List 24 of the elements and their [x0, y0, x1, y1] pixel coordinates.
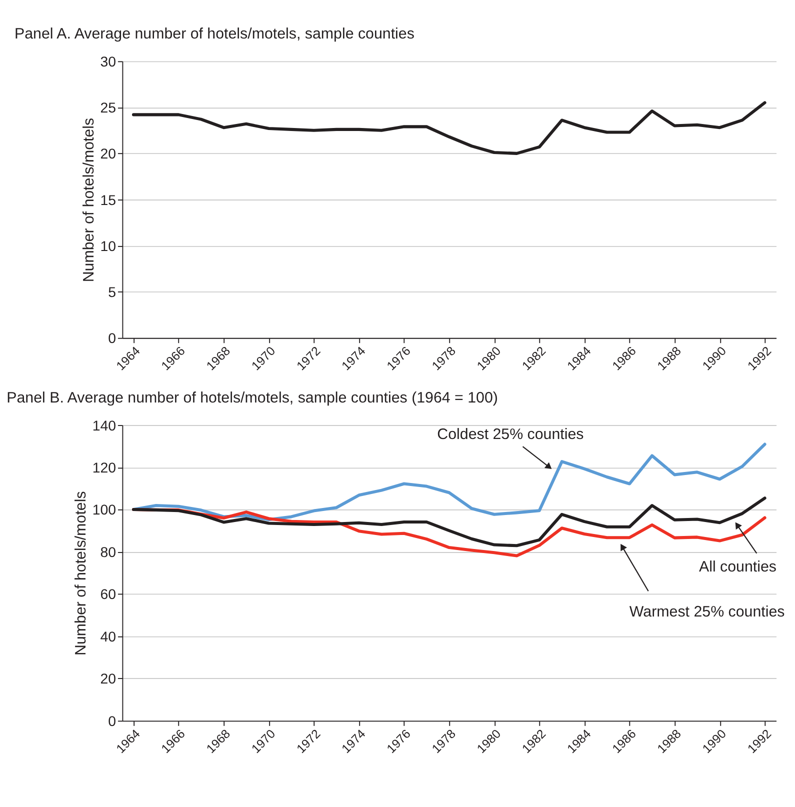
y-tick-label: 100: [92, 502, 116, 519]
y-tick-label: 5: [108, 284, 116, 301]
y-tick-label: 0: [108, 331, 116, 348]
y-tick-label: 30: [100, 54, 116, 70]
annotation: Warmest 25% counties: [629, 604, 786, 621]
annotation: All counties: [698, 558, 777, 576]
y-tick-label: 20: [100, 146, 116, 163]
y-tick-label: 0: [108, 714, 116, 730]
y-tick-label: 15: [100, 192, 116, 209]
y-tick-label: 20: [100, 672, 116, 688]
y-tick-label: 80: [100, 544, 116, 561]
y-tick-label: 25: [100, 100, 116, 117]
chart-title: Panel B. Average number of hotels/motels, sample counties (1964 = 100): [6, 389, 498, 406]
y-tick-label: 120: [92, 460, 116, 477]
line-series: [132, 101, 766, 155]
y-tick-label: 10: [100, 238, 116, 255]
chart-title: Panel A. Average number of hotels/motels, sample counties: [14, 25, 415, 42]
y-tick-label: 60: [100, 587, 116, 604]
y-axis-title: Number of hotels/motels: [72, 490, 90, 656]
y-tick-label: 40: [100, 629, 116, 646]
y-tick-label: 140: [92, 418, 116, 434]
annotation: Coldest 25% counties: [437, 426, 584, 443]
y-axis-title: Number of hotels/motels: [80, 117, 98, 282]
line-series: [132, 496, 766, 548]
